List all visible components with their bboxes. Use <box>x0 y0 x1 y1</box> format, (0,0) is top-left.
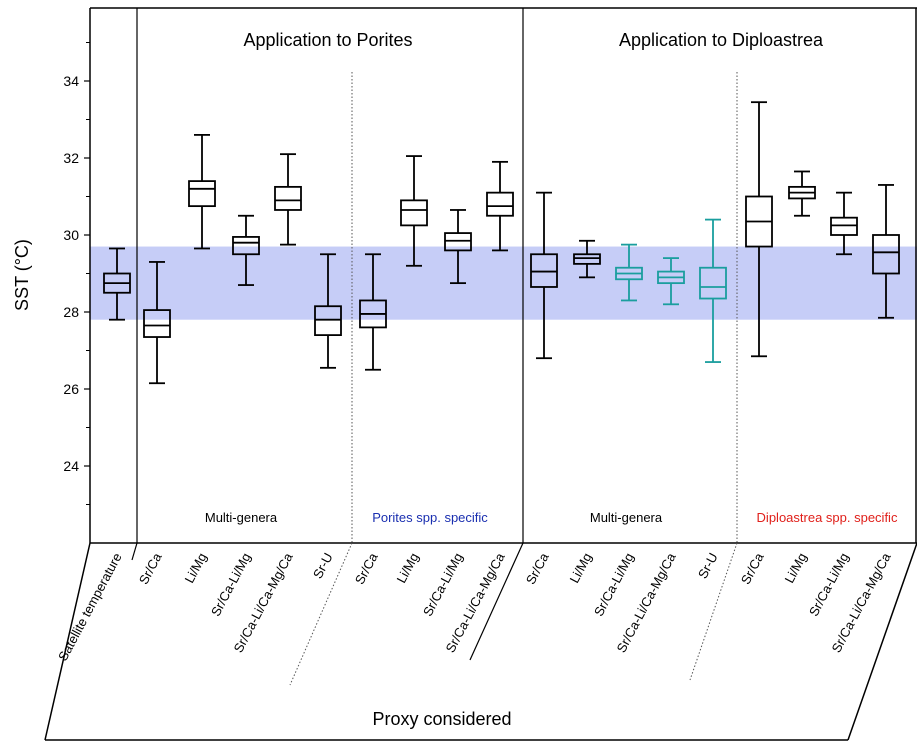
iqr-box <box>573 253 601 265</box>
x-category-label: Li/Mg <box>181 550 209 585</box>
iqr-box <box>830 216 858 236</box>
iqr-box <box>699 266 727 300</box>
iqr-box <box>143 309 171 338</box>
x-category-label: Sr/Ca-Li/Mg <box>591 550 637 618</box>
iqr-box <box>314 305 342 337</box>
box-14 <box>699 218 727 363</box>
box-5 <box>314 253 342 369</box>
x-category-label: Sr/Ca <box>738 550 767 587</box>
iqr-box <box>400 199 428 227</box>
group-label: Multi-genera <box>205 510 278 525</box>
iqr-box <box>232 236 260 256</box>
box-1 <box>143 261 171 385</box>
box-10 <box>530 191 558 360</box>
x-category-label: Sr/Ca <box>523 550 552 587</box>
iqr-box <box>274 185 302 211</box>
y-tick-label: 24 <box>63 458 79 474</box>
box-13 <box>657 257 685 306</box>
y-tick-label: 26 <box>63 381 79 397</box>
box-11 <box>573 239 601 279</box>
group-label: Porites spp. specific <box>372 510 488 525</box>
x-category-label: Sr/Ca <box>136 550 165 587</box>
x-axis-title: Proxy considered <box>372 709 511 729</box>
iqr-box <box>530 253 558 288</box>
box-18 <box>872 184 900 319</box>
iqr-box <box>188 180 216 208</box>
y-tick-label: 32 <box>63 150 79 166</box>
y-tick-label: 28 <box>63 304 79 320</box>
box-0 <box>103 247 131 321</box>
box-16 <box>788 170 816 217</box>
x-category-label: Sr-U <box>310 550 336 581</box>
satellite-range-band <box>90 246 917 320</box>
x-category-label: Li/Mg <box>566 550 594 585</box>
section-title: Application to Diploastrea <box>619 30 824 50</box>
box-7 <box>400 155 428 267</box>
box-17 <box>830 191 858 256</box>
x-category-label: Sr/Ca-Li/Mg <box>806 550 852 618</box>
x-category-label: Sr/Ca <box>352 550 381 587</box>
box-12 <box>615 243 643 302</box>
y-tick-label: 34 <box>63 73 79 89</box>
box-6 <box>359 253 387 371</box>
box-2 <box>188 133 216 250</box>
iqr-box <box>486 191 514 217</box>
group-label: Diploastrea spp. specific <box>757 510 898 525</box>
section-title: Application to Porites <box>243 30 412 50</box>
box-15 <box>745 101 773 358</box>
x-category-label: Li/Mg <box>393 550 421 585</box>
group-label: Multi-genera <box>590 510 663 525</box>
x-category-label: Satellite temperature <box>55 550 125 663</box>
x-category-label: Sr/Ca-Li/Mg <box>420 550 466 618</box>
box-8 <box>444 209 472 285</box>
y-tick-label: 30 <box>63 227 79 243</box>
iqr-box <box>444 232 472 252</box>
plot-frame <box>44 7 917 741</box>
box-4 <box>274 153 302 246</box>
x-category-label: Li/Mg <box>781 550 809 585</box>
iqr-box <box>872 234 900 275</box>
x-category-label: Sr-U <box>695 550 721 581</box>
y-axis-title: SST (°C) <box>12 239 32 311</box>
box-3 <box>232 214 260 286</box>
box-9 <box>486 160 514 252</box>
x-category-label: Sr/Ca-Li/Mg <box>208 550 254 618</box>
